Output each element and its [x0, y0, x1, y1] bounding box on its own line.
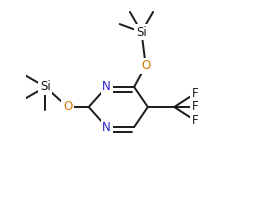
Text: Si: Si	[136, 25, 147, 39]
Text: F: F	[192, 101, 199, 113]
Text: F: F	[192, 114, 199, 127]
Text: N: N	[102, 120, 111, 134]
Text: O: O	[63, 101, 72, 113]
Text: O: O	[141, 59, 150, 72]
Text: Si: Si	[40, 80, 51, 94]
Text: N: N	[102, 80, 111, 94]
Text: F: F	[192, 87, 199, 100]
